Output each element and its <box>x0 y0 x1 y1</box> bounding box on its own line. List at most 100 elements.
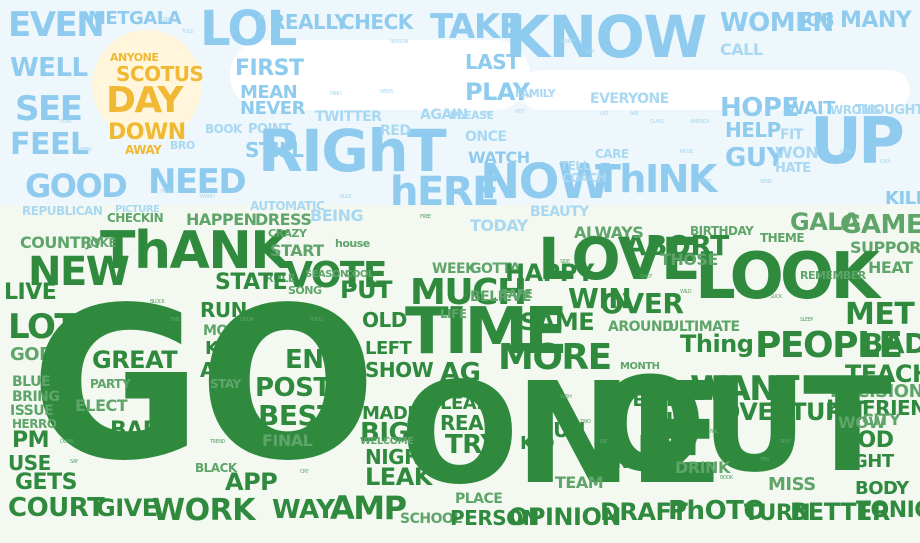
word-now: NOW <box>480 154 611 210</box>
word-leak: LEAK <box>365 463 432 491</box>
filler-word: SEND <box>760 179 772 185</box>
sun-shape <box>92 30 202 140</box>
word-long: LONG <box>593 453 641 472</box>
filler-word: SELF <box>780 439 791 445</box>
word-being: BEING <box>310 206 364 225</box>
filler-word: WILD <box>680 289 692 295</box>
word-better: BETTER <box>790 498 890 526</box>
word-tell: TELL <box>560 159 590 173</box>
word-lol: LOL <box>200 1 297 57</box>
word-ask: ASK <box>200 358 244 382</box>
word-party: PARTY <box>90 377 131 391</box>
word-theme: THEME <box>760 231 805 245</box>
word-wow: WOW <box>838 413 886 432</box>
filler-word: DOOR <box>240 317 254 323</box>
filler-word: HOT <box>515 109 525 115</box>
word-keep: KEEP <box>205 338 255 359</box>
word-safe: SAFE <box>500 287 533 301</box>
word-met: MET <box>845 297 915 332</box>
word-book: BOOK <box>205 122 242 136</box>
filler-word: REASON <box>390 39 408 45</box>
word-joke: JOKE <box>86 236 117 250</box>
word-use: USE <box>8 451 51 475</box>
word-cool: COOL <box>345 269 374 280</box>
filler-word: FOOD <box>310 317 323 323</box>
word-wrong: WRONG <box>830 103 881 117</box>
word-season: SEASON <box>305 269 348 280</box>
word-way: WAY <box>272 495 335 525</box>
word-last: LAST <box>465 50 520 74</box>
word-fun: FUN <box>540 418 586 442</box>
word-over: OVER <box>600 287 684 320</box>
word-bring: BRING <box>12 389 60 405</box>
filler-word: SORRY <box>560 39 575 45</box>
word-right: RIGhT <box>258 117 447 185</box>
word-job: JOB <box>800 10 835 31</box>
word-ag: AG <box>440 358 481 388</box>
word-call: CALL <box>720 40 763 59</box>
ground-background <box>0 205 920 543</box>
word-women: WOMEN <box>720 8 834 38</box>
filler-word: TREND <box>210 439 225 445</box>
word-never: NEVER <box>240 98 305 119</box>
word-check: CHECK <box>340 10 413 34</box>
word-family: FAMILY <box>515 87 556 100</box>
word-go: GO <box>30 262 377 507</box>
word-thought: THOUGHT <box>855 103 920 118</box>
filler-word: LIST <box>600 111 609 117</box>
word-around: AROUND <box>608 319 674 335</box>
cloud-shape <box>520 70 910 110</box>
word-well: WELL <box>10 53 88 83</box>
word-day: DAY <box>106 80 183 121</box>
filler-word: AMERICA <box>690 119 710 125</box>
word-pm: PM <box>12 428 50 453</box>
word-remember: REMEMBER <box>800 269 866 282</box>
filler-word: SLEEP <box>800 317 813 323</box>
word-bad: BAD <box>862 327 920 360</box>
word-metgala: METGALA <box>88 8 182 29</box>
word-one: ONE <box>400 353 724 516</box>
word-kill: KILL <box>885 188 920 209</box>
word-beauty: BEAUTY <box>530 204 589 220</box>
word-want: WANT <box>690 369 799 409</box>
word-picture: PICTURE <box>115 204 160 215</box>
word-care: CARE <box>595 147 629 161</box>
word-down: DOWN <box>108 120 186 145</box>
word-know: KNOW <box>505 3 707 71</box>
word-take: TAKE <box>430 7 522 47</box>
word-black: BLACK <box>195 461 237 475</box>
word-see: SEE <box>15 89 83 129</box>
filler-word: SAY <box>70 459 78 465</box>
word-heat: HEAT <box>868 258 913 277</box>
filler-word: EAT <box>600 439 608 445</box>
word-read: READ <box>440 411 500 435</box>
word-happy: HAPPY <box>505 259 594 287</box>
word-vote: VOTE <box>285 255 387 296</box>
word-work: WORK <box>152 493 255 528</box>
word-love: LOVE <box>538 225 701 293</box>
filler-word: BOOK <box>720 475 733 481</box>
word-app: APP <box>225 468 278 496</box>
word-ultimate: ULTIMATE <box>668 319 740 335</box>
word-photo: PhOTO <box>668 496 766 526</box>
word-great: GREAT <box>92 346 178 374</box>
word-here: hERE <box>390 169 499 215</box>
word-welcome: WELCOME <box>360 436 414 447</box>
word-everyone: EVERYONE <box>590 91 669 107</box>
word-made: MADE <box>362 403 420 424</box>
word-red: RED <box>380 123 411 139</box>
word-coach: COACH <box>562 171 607 185</box>
word-rule: RULE <box>265 272 295 285</box>
filler-word: TEN <box>760 457 769 463</box>
word-crazy: CRAZY <box>268 227 307 240</box>
word-old: OLD <box>362 308 407 332</box>
word-live: LIVE <box>4 280 57 305</box>
word-believe: BELIEVE <box>470 289 531 305</box>
word-wait: WAIT <box>785 98 835 119</box>
word-twice: ONCE <box>465 129 507 145</box>
word-more: MORE <box>498 337 612 378</box>
filler-word: FREE <box>420 214 431 220</box>
word-guy: GUY <box>725 143 785 173</box>
word-state: STATE <box>215 270 288 295</box>
filler-word: CLASS <box>650 119 664 125</box>
